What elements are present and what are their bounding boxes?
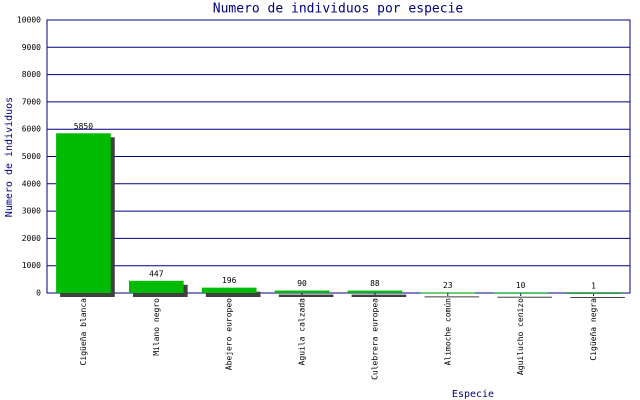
x-axis-label: Especie bbox=[452, 389, 494, 400]
y-tick-label: 6000 bbox=[22, 125, 41, 134]
bar-shadow bbox=[278, 294, 334, 297]
x-tick-label: Abejero europeo bbox=[225, 298, 234, 370]
x-tick-label: Alimoche común bbox=[443, 298, 452, 366]
bar bbox=[56, 133, 111, 293]
y-tick-label: 8000 bbox=[22, 70, 41, 79]
y-tick-label: 4000 bbox=[22, 179, 41, 188]
bar bbox=[274, 290, 330, 293]
bar bbox=[128, 280, 184, 293]
bar bbox=[347, 290, 403, 293]
bar bbox=[566, 292, 621, 294]
bar-shadow bbox=[424, 296, 480, 298]
x-tick-label: Cigüeña negra bbox=[589, 298, 598, 361]
y-tick-label: 5000 bbox=[22, 152, 41, 161]
y-tick-label: 10000 bbox=[17, 16, 41, 25]
value-label: 5850 bbox=[74, 122, 93, 131]
value-label: 447 bbox=[149, 269, 164, 278]
x-tick-label: Aguilucho cenizo bbox=[516, 298, 525, 375]
x-tick-label: Culebrera europea bbox=[370, 298, 379, 380]
x-tick-label: Milano negro bbox=[152, 298, 161, 356]
y-tick-label: 2000 bbox=[22, 234, 41, 243]
bar bbox=[201, 287, 257, 293]
x-tick-label: Aguila calzada bbox=[298, 298, 307, 366]
bar-shadow bbox=[497, 296, 553, 298]
value-label: 196 bbox=[222, 276, 237, 285]
plot-border bbox=[46, 19, 631, 294]
value-label: 10 bbox=[516, 281, 526, 290]
value-label: 23 bbox=[443, 281, 453, 290]
chart-title: Numero de individuos por especie bbox=[213, 2, 464, 17]
y-tick-label: 3000 bbox=[22, 207, 41, 216]
y-tick-label: 7000 bbox=[22, 97, 41, 106]
bar-shadow bbox=[351, 294, 407, 297]
y-tick-label: 1000 bbox=[22, 261, 41, 270]
bar-shadow bbox=[205, 291, 261, 297]
value-label: 1 bbox=[591, 281, 596, 290]
y-axis-label: Numero de individuos bbox=[4, 97, 15, 217]
value-label: 88 bbox=[370, 279, 380, 288]
bar bbox=[420, 292, 476, 294]
value-label: 90 bbox=[297, 279, 307, 288]
bar-shadow bbox=[570, 296, 625, 298]
y-tick-label: 0 bbox=[36, 289, 41, 298]
y-tick-label: 9000 bbox=[22, 43, 41, 52]
bar bbox=[493, 292, 549, 294]
x-tick-label: Cigüeña blanca bbox=[79, 298, 88, 366]
